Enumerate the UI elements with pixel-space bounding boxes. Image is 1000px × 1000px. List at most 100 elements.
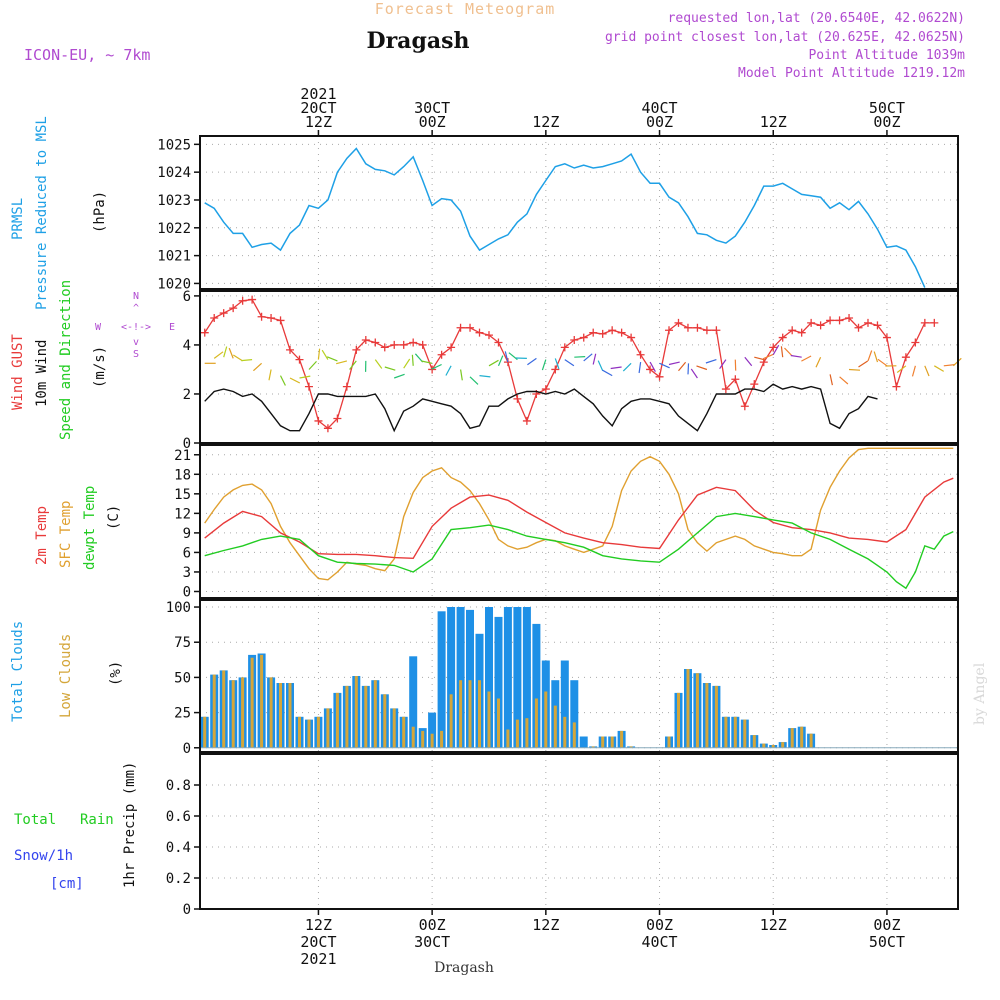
wind-direction-arrow: [877, 358, 888, 367]
low-cloud-bar: [497, 698, 500, 748]
gust-marker: [551, 365, 560, 374]
low-cloud-bar: [809, 733, 813, 748]
wind-direction-arrow: [790, 354, 802, 358]
gust-marker: [930, 318, 939, 327]
gust-marker: [617, 328, 626, 337]
y-tick-label: 100: [166, 600, 191, 616]
low-cloud-bar: [733, 716, 737, 748]
gust-marker: [219, 309, 228, 318]
wind-direction-arrow: [384, 366, 396, 371]
x-tick-label-bottom: 00Z: [419, 916, 446, 934]
wind-direction-arrow: [873, 351, 879, 363]
wind-direction-arrow: [479, 375, 491, 378]
gust-marker: [683, 323, 692, 332]
gust-marker: [598, 329, 607, 338]
compass-n: N: [133, 291, 139, 302]
gust-marker: [399, 340, 408, 349]
gust-marker: [674, 318, 683, 327]
x-tick-label-top: 20CT: [300, 99, 336, 117]
x-tick-label-top: 00Z: [646, 113, 673, 131]
low-cloud-bar: [534, 698, 538, 748]
prmsl-long-label: Pressure Reduced to MSL: [34, 116, 50, 310]
y-tick-label: 0.2: [166, 871, 191, 887]
temp2m-label: 2m Temp: [34, 506, 50, 565]
low-cloud-bar: [212, 674, 216, 748]
cloud-labels: Total Clouds Low Clouds (%): [10, 621, 124, 722]
gust-marker: [807, 318, 816, 327]
low-cloud-bar: [800, 726, 804, 748]
compass-w-e: <-!->: [121, 322, 151, 333]
wind-direction-arrow: [411, 354, 414, 366]
y-tick-label: 1020: [157, 276, 191, 292]
gust-marker: [286, 345, 295, 354]
low-cloud-bar: [695, 673, 699, 748]
panel-frame: [199, 290, 959, 444]
x-tick-label-bottom: 30CT: [414, 933, 450, 951]
low-cloud-bar: [222, 670, 226, 748]
low-cloud-bar: [250, 657, 254, 748]
wind-direction-arrow: [527, 357, 537, 366]
low-cloud-bar: [430, 733, 434, 748]
y-tick-label: 4: [183, 338, 191, 354]
gust-marker: [693, 323, 702, 332]
total-cloud-bar: [494, 616, 503, 748]
gust-marker: [418, 340, 427, 349]
low-cloud-bar: [478, 680, 481, 748]
gust-marker: [901, 353, 910, 362]
x-tick-label-top: 12Z: [305, 113, 332, 131]
y-tick-label: 0: [183, 436, 191, 452]
total-cloud-bar: [447, 607, 456, 748]
gust-marker: [304, 382, 313, 391]
low-cloud-bar: [686, 669, 690, 748]
gust-marker: [466, 323, 475, 332]
wind-direction-arrow: [610, 366, 622, 370]
gust-marker: [210, 313, 219, 322]
y-tick-label: 1023: [157, 193, 191, 209]
low-cloud-bar: [724, 716, 728, 748]
total-cloud-bar: [456, 607, 465, 748]
low-cloud-bar: [525, 718, 529, 748]
gust-marker: [721, 385, 730, 394]
gust-marker: [390, 340, 399, 349]
gust-marker: [731, 375, 740, 384]
total-cloud-bar: [560, 660, 569, 748]
gust-marker: [522, 416, 531, 425]
wind-direction-arrow: [541, 359, 547, 371]
x-tick-label-bottom: 2021: [300, 950, 336, 968]
low-cloud-bar: [392, 708, 396, 748]
rain-label: Rain: [80, 812, 114, 828]
gust-marker: [579, 333, 588, 342]
pressure-labels: PRMSL Pressure Reduced to MSL (hPa): [10, 116, 108, 310]
wind-direction-arrow: [252, 362, 263, 372]
low-cloud-bar: [459, 680, 463, 748]
gust-marker: [854, 323, 863, 332]
wind-direction-arrow: [374, 359, 383, 369]
wind-direction-arrow: [858, 360, 869, 368]
low-cloud-bar: [762, 743, 766, 748]
panel-frame: [199, 599, 959, 753]
gust-marker: [712, 326, 721, 335]
low-cloud-bar: [677, 692, 680, 748]
low-cloud-bar: [326, 708, 330, 748]
gust-label: Wind GUST: [10, 334, 26, 410]
y-tick-label: 0.4: [166, 840, 191, 856]
wind-direction-arrow: [867, 350, 873, 362]
low-cloud-bar: [515, 719, 519, 748]
panel-frame: [199, 444, 959, 599]
x-tick-label-bottom: 40CT: [641, 933, 677, 951]
y-tick-label: 2: [183, 387, 191, 403]
y-tick-label: 1021: [157, 249, 191, 265]
gust-marker: [295, 355, 304, 364]
total-cloud-bar: [485, 607, 493, 748]
gust-marker: [646, 365, 655, 374]
cloud-unit: (%): [108, 661, 124, 686]
x-tick-label-bottom: 50CT: [869, 933, 905, 951]
gust-marker: [503, 358, 512, 367]
wind-direction-arrow: [469, 376, 479, 385]
x-tick-label-top: 00Z: [419, 113, 446, 131]
gust-marker: [882, 333, 891, 342]
x-tick-label-top: 40CT: [641, 99, 677, 117]
wind-direction-arrow: [705, 359, 717, 364]
dewpt-line: [204, 512, 954, 590]
gust-marker: [570, 336, 579, 345]
